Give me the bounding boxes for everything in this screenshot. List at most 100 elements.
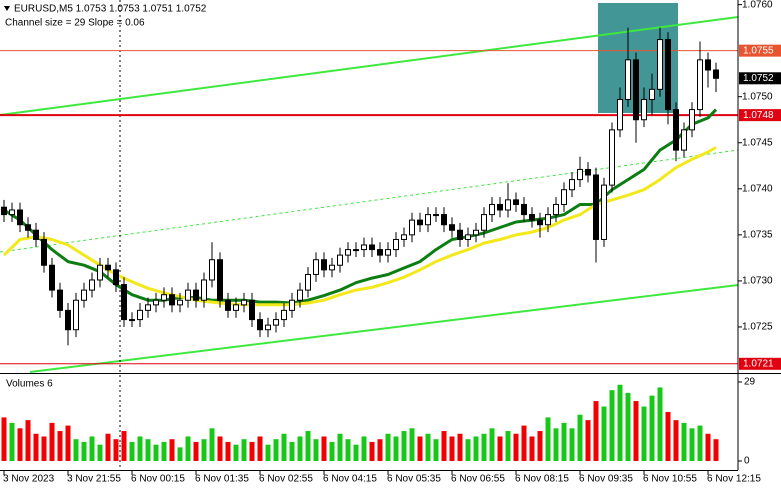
candle-body (625, 59, 631, 100)
candle-body (337, 254, 343, 266)
candle-body (185, 289, 191, 301)
candle-body (481, 214, 487, 231)
candle-body (705, 59, 711, 71)
volume-bar (17, 428, 23, 461)
volume-bar (105, 433, 111, 461)
volume-bar (257, 436, 263, 461)
candle-body (313, 259, 319, 275)
volume-panel (1, 384, 719, 461)
volume-bar (417, 436, 423, 461)
candle-body (353, 249, 359, 252)
candle-body (297, 289, 303, 301)
volume-bar (633, 401, 639, 461)
volume-bar (329, 441, 335, 461)
volume-bar (33, 433, 39, 461)
candle-body (153, 299, 159, 306)
candle-body (545, 214, 551, 226)
candle-body (433, 214, 439, 217)
candle-body (81, 289, 87, 301)
volume-bar (545, 417, 551, 461)
volume-bar (97, 444, 103, 461)
candle-body (345, 249, 351, 256)
volume-bar (385, 433, 391, 461)
volume-bar (361, 436, 367, 461)
candle-body (529, 214, 535, 221)
volume-bar (145, 439, 151, 461)
level-label-box (739, 357, 781, 370)
volume-bar (49, 422, 55, 461)
volume-bar (433, 439, 439, 461)
volume-tick-label: 29 (744, 377, 756, 388)
candle-body (401, 234, 407, 240)
candle-body (177, 299, 183, 306)
candle-body (217, 259, 223, 301)
y-tick-label: 1.0730 (742, 276, 773, 287)
volume-bar (65, 425, 71, 461)
volume-bar (609, 390, 615, 461)
candle-body (89, 279, 95, 291)
volume-bar (273, 439, 279, 461)
candle-body (601, 184, 607, 240)
candle-body (209, 259, 215, 281)
candle-body (361, 244, 367, 251)
candle-body (233, 304, 239, 311)
y-tick-label: 1.0745 (742, 137, 773, 148)
volume-bar (113, 439, 119, 461)
x-tick-label: 6 Nov 04:15 (323, 474, 377, 485)
volume-bar (201, 439, 207, 461)
volume-bar (305, 431, 311, 461)
candle-body (561, 189, 567, 205)
candle-body (393, 238, 399, 251)
volume-bar (625, 392, 631, 461)
volume-bar (705, 433, 711, 461)
volume-bar (713, 439, 719, 461)
volume-bar (25, 420, 31, 461)
volume-bar (233, 444, 239, 461)
candle-body (657, 39, 663, 90)
candle-body (41, 238, 47, 266)
level-label: 1.0748 (743, 110, 774, 121)
volume-bar (297, 436, 303, 461)
volume-bar (137, 436, 143, 461)
x-tick-label: 6 Nov 00:15 (131, 474, 185, 485)
volume-bar (481, 433, 487, 461)
volume-bar (41, 436, 47, 461)
candle-body (497, 203, 503, 211)
candle-body (449, 224, 455, 231)
volume-bar (537, 431, 543, 461)
volume-bar (505, 431, 511, 461)
volume-bar (369, 441, 375, 461)
candle-body (305, 273, 311, 291)
channel-lower (29, 284, 739, 373)
x-tick-label: 6 Nov 06:55 (451, 474, 505, 485)
candle-body (121, 284, 127, 321)
volume-bar (129, 441, 135, 461)
volume-bar (321, 436, 327, 461)
x-tick-label: 6 Nov 12:15 (707, 474, 761, 485)
volume-bar (657, 387, 663, 461)
candle-body (713, 69, 719, 79)
candle-body (553, 203, 559, 216)
volume-bar (289, 441, 295, 461)
volume-bar (641, 406, 647, 461)
volume-bar (521, 425, 527, 461)
candle-body (577, 168, 583, 181)
candle-body (641, 98, 647, 121)
candle-body (425, 214, 431, 226)
candle-body (513, 199, 519, 205)
menu-icon[interactable] (4, 6, 10, 11)
candle-body (673, 109, 679, 151)
candles (1, 27, 719, 346)
candle-body (417, 219, 423, 226)
chart-header: EURUSD,M5 1.0753 1.0753 1.0751 1.0752 (14, 4, 207, 15)
candle-body (329, 264, 335, 271)
volume-bar (241, 439, 247, 461)
volume-bar (441, 431, 447, 461)
candle-body (505, 199, 511, 211)
volume-bar (673, 420, 679, 461)
candle-body (33, 229, 39, 240)
chart-subheader: Channel size = 29 Slope = 0.06 (5, 18, 145, 29)
candle-body (145, 304, 151, 311)
